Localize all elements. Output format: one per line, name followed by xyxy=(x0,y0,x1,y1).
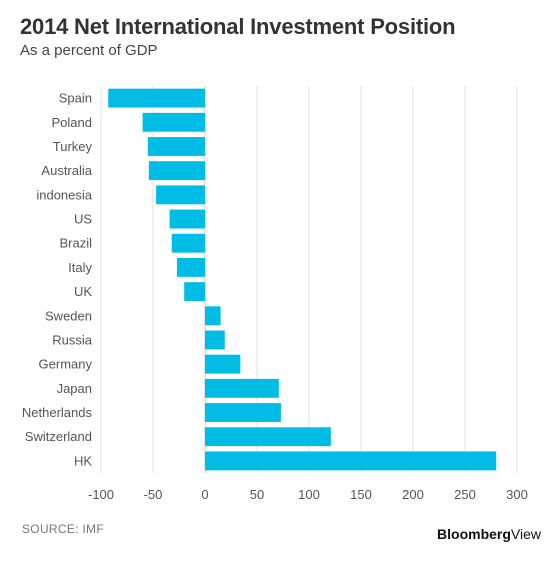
chart-subtitle: As a percent of GDP xyxy=(20,42,158,59)
category-label: Australia xyxy=(41,163,92,178)
bar-italy xyxy=(176,257,205,277)
brand-light: View xyxy=(510,526,541,542)
bar-switzerland xyxy=(205,427,331,447)
category-label: Switzerland xyxy=(25,429,92,444)
bar-japan xyxy=(205,378,279,398)
category-label: Brazil xyxy=(59,236,92,251)
bar-uk xyxy=(184,282,205,302)
category-label: UK xyxy=(74,284,92,299)
x-tick-label: 100 xyxy=(298,487,320,502)
bar-germany xyxy=(205,354,241,374)
category-label: HK xyxy=(74,453,92,468)
x-tick-label: 300 xyxy=(506,487,528,502)
category-label: Japan xyxy=(57,381,92,396)
category-label: Sweden xyxy=(45,308,92,323)
bar-australia xyxy=(148,161,205,181)
x-tick-label: -50 xyxy=(144,487,163,502)
bar-spain xyxy=(108,88,205,108)
source-note: SOURCE: IMF xyxy=(22,522,104,536)
bar-hk xyxy=(205,451,497,471)
x-tick-labels: -100 -50 0 50 100 150 200 250 300 xyxy=(88,487,528,502)
category-label: Italy xyxy=(68,260,92,275)
category-label: Netherlands xyxy=(22,405,93,420)
category-label: Germany xyxy=(39,357,93,372)
category-label: Russia xyxy=(52,332,93,347)
chart-title: 2014 Net International Investment Positi… xyxy=(20,14,456,39)
category-label: Spain xyxy=(59,91,92,106)
brand-logo: BloombergView xyxy=(437,526,541,542)
bars xyxy=(108,88,497,471)
x-tick-label: 0 xyxy=(201,487,208,502)
brand-bold: Bloomberg xyxy=(437,526,511,542)
gridlines xyxy=(100,86,518,473)
bar-us xyxy=(169,209,205,229)
bar-sweden xyxy=(205,306,221,326)
x-tick-label: -100 xyxy=(88,487,114,502)
bar-indonesia xyxy=(156,185,205,205)
category-label: Turkey xyxy=(53,139,93,154)
x-tick-label: 150 xyxy=(350,487,372,502)
x-tick-label: 50 xyxy=(250,487,264,502)
category-label: US xyxy=(74,212,92,227)
bar-russia xyxy=(205,330,225,350)
x-tick-label: 200 xyxy=(402,487,424,502)
bar-netherlands xyxy=(205,403,281,422)
category-label: indonesia xyxy=(36,187,92,202)
category-label: Poland xyxy=(52,115,92,130)
bar-turkey xyxy=(147,137,205,156)
x-tick-label: 250 xyxy=(454,487,476,502)
bar-brazil xyxy=(171,233,205,253)
bar-poland xyxy=(142,112,205,132)
category-labels: Spain Poland Turkey Australia indonesia US Bra… xyxy=(22,91,93,469)
